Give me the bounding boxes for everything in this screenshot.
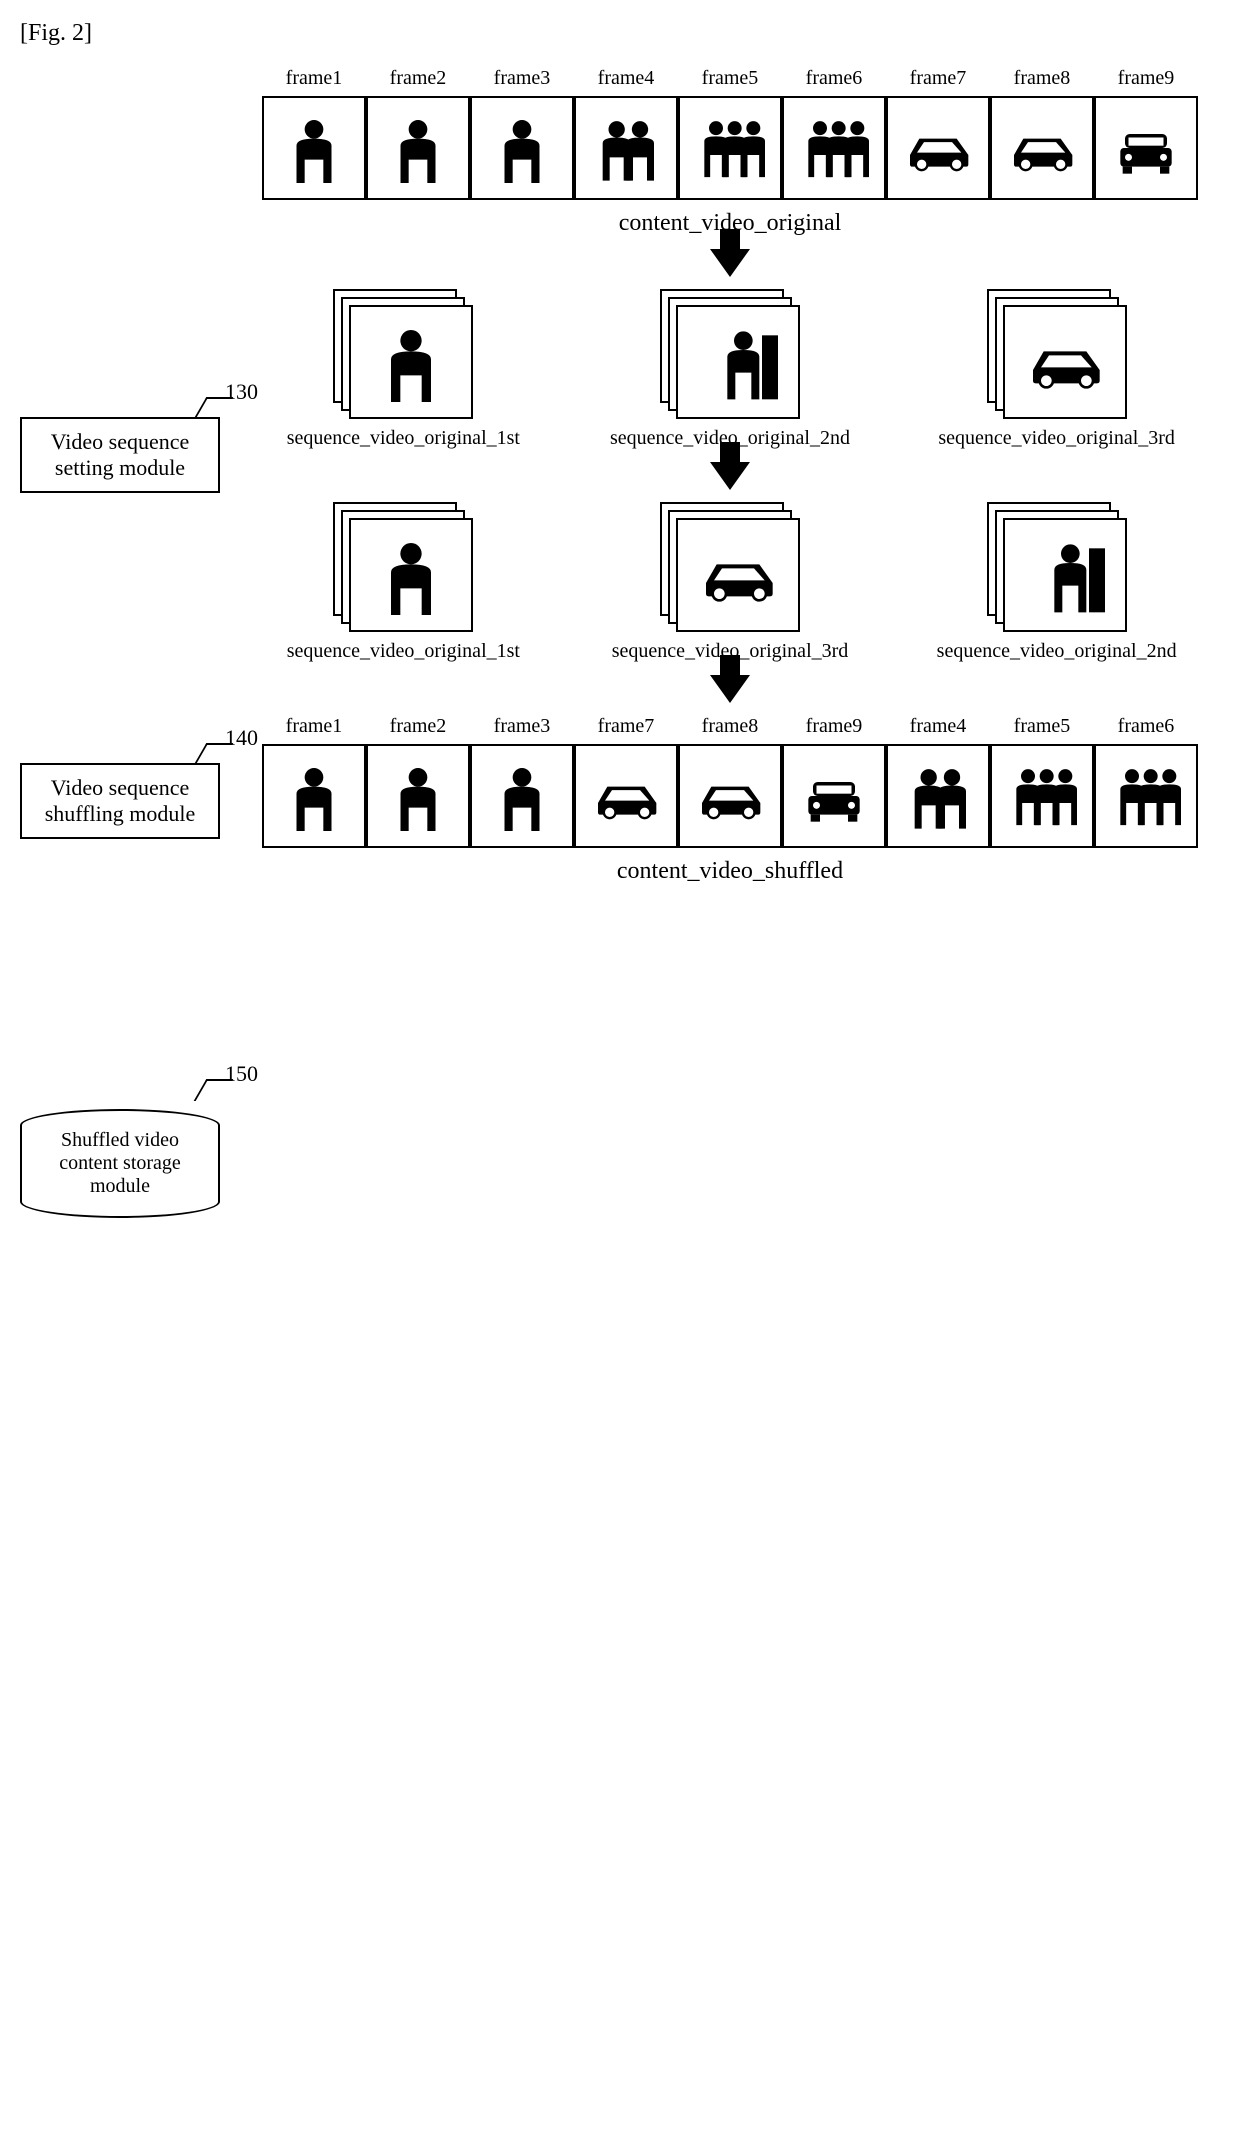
stack-card (1003, 305, 1127, 419)
stack-card (349, 305, 473, 419)
frames-original-row: frame1 frame2 frame3 frame4 frame5 frame… (240, 67, 1220, 200)
frame-cell: frame3 (470, 715, 574, 848)
frame-cell: frame1 (262, 67, 366, 200)
frame-cell: frame4 (574, 67, 678, 200)
frame-label: frame2 (390, 715, 447, 738)
frame-label: frame5 (702, 67, 759, 90)
frame-label: frame7 (598, 715, 655, 738)
frame-label: frame6 (1118, 715, 1175, 738)
sequence-item: sequence_video_original_1st (263, 502, 543, 663)
frame-box (886, 744, 990, 848)
stack-card (349, 518, 473, 632)
frame-label: frame8 (1014, 67, 1071, 90)
frame-label: frame4 (910, 715, 967, 738)
frame-cell: frame2 (366, 67, 470, 200)
frame-stack (987, 502, 1127, 632)
frame-box (574, 96, 678, 200)
frame-cell: frame8 (678, 715, 782, 848)
frame-stack (333, 289, 473, 419)
sequence-item: sequence_video_original_1st (263, 289, 543, 450)
module-setting-label: Video sequence setting module (51, 429, 190, 480)
frame-box (990, 744, 1094, 848)
frame-box (262, 744, 366, 848)
frame-cell: frame9 (1094, 67, 1198, 200)
stack-card (676, 518, 800, 632)
frame-cell: frame2 (366, 715, 470, 848)
frame-stack (987, 289, 1127, 419)
frame-label: frame3 (494, 67, 551, 90)
frame-box (782, 744, 886, 848)
modules-column: 130 Video sequence setting module 140 Vi… (20, 67, 220, 1218)
frames-shuffled-row: frame1 frame2 frame3 frame7 frame8 frame… (240, 715, 1220, 848)
frame-box (366, 96, 470, 200)
frame-box (574, 744, 678, 848)
arrow-3 (710, 675, 750, 703)
frame-box (470, 744, 574, 848)
sequence-item: sequence_video_original_2nd (590, 289, 870, 450)
frame-cell: frame3 (470, 67, 574, 200)
frame-cell: frame8 (990, 67, 1094, 200)
main-column: frame1 frame2 frame3 frame4 frame5 frame… (240, 67, 1220, 895)
frame-label: frame7 (910, 67, 967, 90)
stack-card (1003, 518, 1127, 632)
frame-cell: frame6 (1094, 715, 1198, 848)
frame-cell: frame5 (678, 67, 782, 200)
sequence-label: sequence_video_original_1st (287, 427, 520, 450)
frame-box (366, 744, 470, 848)
arrow-2 (710, 462, 750, 490)
frame-label: frame8 (702, 715, 759, 738)
frame-cell: frame9 (782, 715, 886, 848)
frame-cell: frame7 (574, 715, 678, 848)
module-ref-140: 140 (225, 725, 258, 751)
frame-stack (660, 289, 800, 419)
sequence-row-1: sequence_video_original_1st sequence_vid… (240, 289, 1220, 450)
module-storage-label: Shuffled video content storage module (59, 1129, 181, 1197)
frame-cell: frame4 (886, 715, 990, 848)
frame-label: frame4 (598, 67, 655, 90)
frame-label: frame9 (1118, 67, 1175, 90)
frame-box (678, 96, 782, 200)
sequence-label: sequence_video_original_2nd (937, 640, 1177, 663)
frame-label: frame3 (494, 715, 551, 738)
frame-box (886, 96, 990, 200)
module-ref-150: 150 (225, 1061, 258, 1087)
frame-stack (333, 502, 473, 632)
frame-label: frame1 (286, 715, 343, 738)
frame-label: frame5 (1014, 715, 1071, 738)
module-ref-130: 130 (225, 379, 258, 405)
frame-label: frame6 (806, 67, 863, 90)
sequence-item: sequence_video_original_3rd (590, 502, 870, 663)
module-shuffling: 140 Video sequence shuffling module (20, 763, 220, 839)
frame-box (1094, 96, 1198, 200)
figure-label: [Fig. 2] (20, 20, 1220, 47)
diagram-container: 130 Video sequence setting module 140 Vi… (20, 67, 1220, 1218)
module-shuffling-label: Video sequence shuffling module (45, 775, 196, 826)
frame-box (262, 96, 366, 200)
label-shuffled: content_video_shuffled (240, 858, 1220, 885)
module-setting: 130 Video sequence setting module (20, 417, 220, 493)
frame-cell: frame6 (782, 67, 886, 200)
frame-label: frame2 (390, 67, 447, 90)
frame-box (1094, 744, 1198, 848)
frame-box (470, 96, 574, 200)
sequence-item: sequence_video_original_2nd (917, 502, 1197, 663)
frame-box (678, 744, 782, 848)
sequence-label: sequence_video_original_3rd (938, 427, 1175, 450)
sequence-label: sequence_video_original_1st (287, 640, 520, 663)
frame-cell: frame1 (262, 715, 366, 848)
module-storage: 150 Shuffled video content storage modul… (20, 1109, 220, 1218)
frame-box (990, 96, 1094, 200)
frame-cell: frame7 (886, 67, 990, 200)
frame-cell: frame5 (990, 715, 1094, 848)
sequence-row-2: sequence_video_original_1st sequence_vid… (240, 502, 1220, 663)
stack-card (676, 305, 800, 419)
sequence-item: sequence_video_original_3rd (917, 289, 1197, 450)
frame-box (782, 96, 886, 200)
frame-label: frame9 (806, 715, 863, 738)
frame-stack (660, 502, 800, 632)
frame-label: frame1 (286, 67, 343, 90)
arrow-1 (710, 249, 750, 277)
